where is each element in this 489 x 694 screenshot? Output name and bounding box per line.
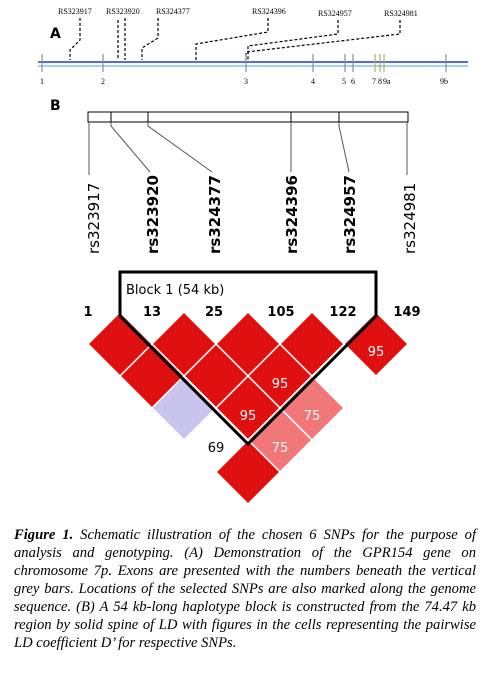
snp-label-rs324957: rs324957: [341, 175, 359, 254]
panel-a-label: A: [50, 26, 61, 42]
snp-label-rs323917: rs323917: [85, 183, 103, 254]
snp-labels: rs323917 rs323920 rs324377 rs324396 rs32…: [85, 175, 419, 254]
position-label-13: 13: [143, 305, 161, 320]
caption-text: Schematic illustration of the chosen 6 S…: [14, 527, 477, 651]
exon-label-6: 6: [351, 77, 355, 86]
top-snp-label-5: RS324957: [318, 9, 352, 18]
panel-b: B rs323917 rs323920 rs324377 rs324396 rs…: [50, 98, 421, 506]
figure-caption: Figure 1. Schematic illustration of the …: [14, 526, 476, 652]
snp-label-rs324981: rs324981: [401, 183, 419, 254]
position-label-105: 105: [267, 305, 294, 320]
ld-cell-4: [342, 310, 410, 378]
ld-block-label: Block 1 (54 kb): [126, 283, 224, 298]
exon-label-9a: 9a: [383, 77, 391, 86]
exon-label-9b: 9b: [440, 77, 448, 86]
top-snp-label-6: RS324981: [384, 9, 418, 18]
caption-label: Figure 1.: [14, 527, 74, 543]
figure-panels: A RS323917 RS323920 RS324377 RS324396 RS…: [38, 7, 468, 506]
ld-value-top-right: 95: [368, 345, 385, 360]
top-snp-label-1: RS323917: [58, 7, 92, 16]
top-snp-label-3: RS324377: [156, 7, 190, 16]
top-snp-label-2: RS323920: [106, 7, 140, 16]
snp-label-rs324396: rs324396: [283, 175, 301, 254]
position-label-122: 122: [329, 305, 356, 320]
ld-block-outline: [118, 270, 378, 447]
exon-label-4: 4: [311, 77, 315, 86]
top-snp-label-4: RS324396: [252, 7, 286, 16]
snp-leader-lines: [69, 18, 401, 60]
snp-connectors: [88, 122, 408, 175]
snp-label-rs323920: rs323920: [144, 175, 162, 254]
ld-value-right: 75: [304, 409, 321, 424]
exon-label-8: 8: [378, 77, 382, 86]
region-bar: [87, 111, 409, 123]
exon-label-1: 1: [40, 77, 44, 86]
position-label-1: 1: [83, 305, 92, 320]
panel-b-label: B: [50, 98, 61, 114]
exon-label-7: 7: [372, 77, 376, 86]
exon-label-2: 2: [101, 77, 105, 86]
ld-value-white: 69: [208, 441, 225, 456]
exon-label-3: 3: [244, 77, 248, 86]
exon-bars: [41, 54, 447, 72]
ld-cell-13: [214, 438, 282, 506]
ld-value-mid: 95: [272, 377, 289, 392]
exon-label-5: 5: [342, 77, 346, 86]
region-bar-ticks: [110, 112, 340, 122]
snp-label-rs324377: rs324377: [206, 175, 224, 254]
position-labels: 1 13 25 105 122 149: [83, 305, 420, 320]
panel-a: A RS323917 RS323920 RS324377 RS324396 RS…: [38, 7, 468, 86]
position-label-149: 149: [393, 305, 420, 320]
ld-cells: [86, 310, 410, 506]
ld-value-low: 75: [272, 441, 289, 456]
ld-cell-top-middle: [278, 310, 346, 378]
ld-value-left: 95: [240, 409, 257, 424]
position-label-25: 25: [205, 305, 223, 320]
ld-cell-values: 95 95 95 75 69 75: [208, 345, 385, 456]
